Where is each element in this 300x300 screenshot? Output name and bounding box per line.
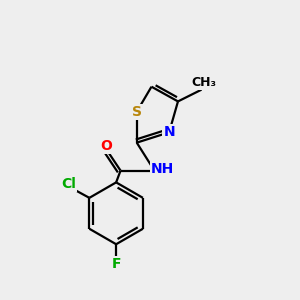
Text: NH: NH — [151, 162, 174, 176]
Text: O: O — [100, 139, 112, 153]
Text: S: S — [132, 105, 142, 119]
Text: CH₃: CH₃ — [191, 76, 216, 89]
Text: Cl: Cl — [61, 177, 76, 191]
Text: N: N — [163, 125, 175, 139]
Text: F: F — [111, 257, 121, 271]
